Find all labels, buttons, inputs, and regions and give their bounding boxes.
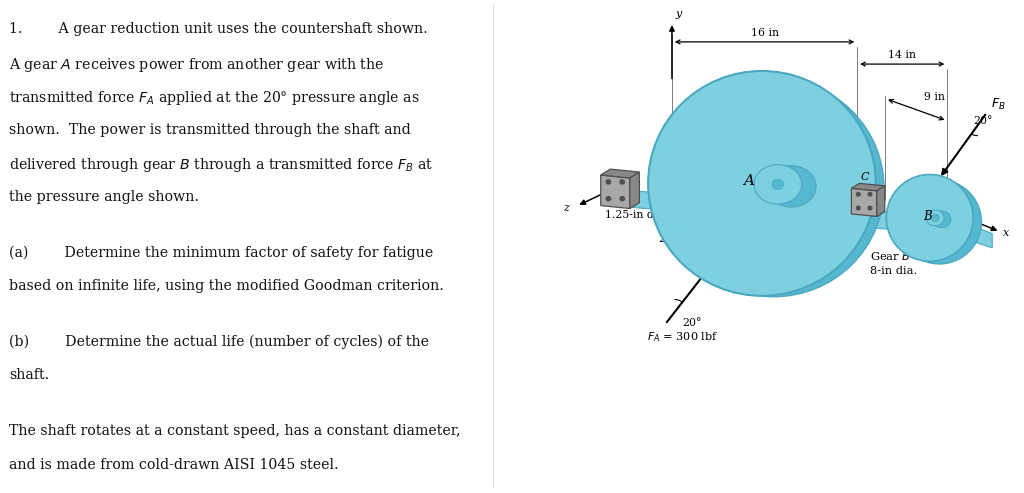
- Ellipse shape: [926, 210, 944, 226]
- Text: z: z: [563, 203, 569, 213]
- Text: The shaft rotates at a constant speed, has a constant diameter,: The shaft rotates at a constant speed, h…: [9, 424, 461, 438]
- Text: 1.25-in dia.: 1.25-in dia.: [605, 210, 667, 220]
- Circle shape: [856, 206, 860, 210]
- Text: 9 in: 9 in: [925, 92, 945, 102]
- Text: (b)        Determine the actual life (number of cycles) of the: (b) Determine the actual life (number of…: [9, 335, 429, 349]
- Text: C: C: [861, 173, 869, 182]
- Text: 14 in: 14 in: [888, 50, 916, 60]
- Text: Gear $A$: Gear $A$: [658, 218, 699, 230]
- Circle shape: [606, 180, 610, 184]
- Text: 20°: 20°: [683, 318, 701, 328]
- Polygon shape: [851, 183, 885, 191]
- Circle shape: [620, 197, 625, 201]
- Ellipse shape: [897, 180, 981, 264]
- Text: 1.        A gear reduction unit uses the countershaft shown.: 1. A gear reduction unit uses the counte…: [9, 22, 428, 36]
- Circle shape: [868, 192, 871, 196]
- Ellipse shape: [772, 179, 783, 189]
- Ellipse shape: [932, 211, 951, 228]
- Text: (a)        Determine the minimum factor of safety for fatigue: (a) Determine the minimum factor of safe…: [9, 246, 433, 260]
- Circle shape: [868, 206, 871, 210]
- Text: based on infinite life, using the modified Goodman criterion.: based on infinite life, using the modifi…: [9, 279, 443, 293]
- Text: 20°: 20°: [974, 116, 993, 126]
- Ellipse shape: [766, 166, 816, 207]
- Text: the pressure angle shown.: the pressure angle shown.: [9, 190, 199, 204]
- Text: B: B: [923, 210, 932, 223]
- Text: transmitted force $F_A$ applied at the 20° pressure angle as: transmitted force $F_A$ applied at the 2…: [9, 89, 420, 107]
- Text: 16 in: 16 in: [751, 28, 778, 38]
- Text: shaft.: shaft.: [9, 368, 49, 382]
- Text: $F_A$ = 300 lbf: $F_A$ = 300 lbf: [647, 330, 719, 344]
- Text: $F_B$: $F_B$: [991, 97, 1006, 111]
- Ellipse shape: [626, 190, 631, 207]
- Polygon shape: [851, 188, 877, 216]
- Polygon shape: [952, 218, 992, 248]
- Text: 8-in dia.: 8-in dia.: [870, 266, 918, 276]
- Polygon shape: [630, 172, 639, 209]
- Text: Gear $B$: Gear $B$: [870, 250, 911, 262]
- Ellipse shape: [648, 71, 876, 296]
- Polygon shape: [601, 175, 630, 209]
- Ellipse shape: [754, 165, 802, 204]
- Text: x: x: [1002, 228, 1009, 238]
- Text: y: y: [676, 9, 682, 19]
- Ellipse shape: [887, 175, 973, 261]
- Text: shown.  The power is transmitted through the shaft and: shown. The power is transmitted through …: [9, 123, 411, 137]
- Circle shape: [620, 180, 625, 184]
- Ellipse shape: [931, 214, 939, 221]
- Polygon shape: [877, 186, 885, 216]
- Polygon shape: [601, 169, 639, 178]
- Text: O: O: [606, 176, 615, 185]
- Text: delivered through gear $\mathit{B}$ through a transmitted force $F_B$ at: delivered through gear $\mathit{B}$ thro…: [9, 156, 433, 175]
- Ellipse shape: [664, 79, 884, 297]
- Text: 20-in dia.: 20-in dia.: [658, 234, 713, 244]
- Polygon shape: [628, 190, 952, 235]
- Text: A gear $\mathit{A}$ receives power from another gear with the: A gear $\mathit{A}$ receives power from …: [9, 56, 384, 74]
- Circle shape: [606, 197, 610, 201]
- Text: A: A: [743, 174, 755, 188]
- Circle shape: [856, 192, 860, 196]
- Text: and is made from cold-drawn AISI 1045 steel.: and is made from cold-drawn AISI 1045 st…: [9, 458, 339, 471]
